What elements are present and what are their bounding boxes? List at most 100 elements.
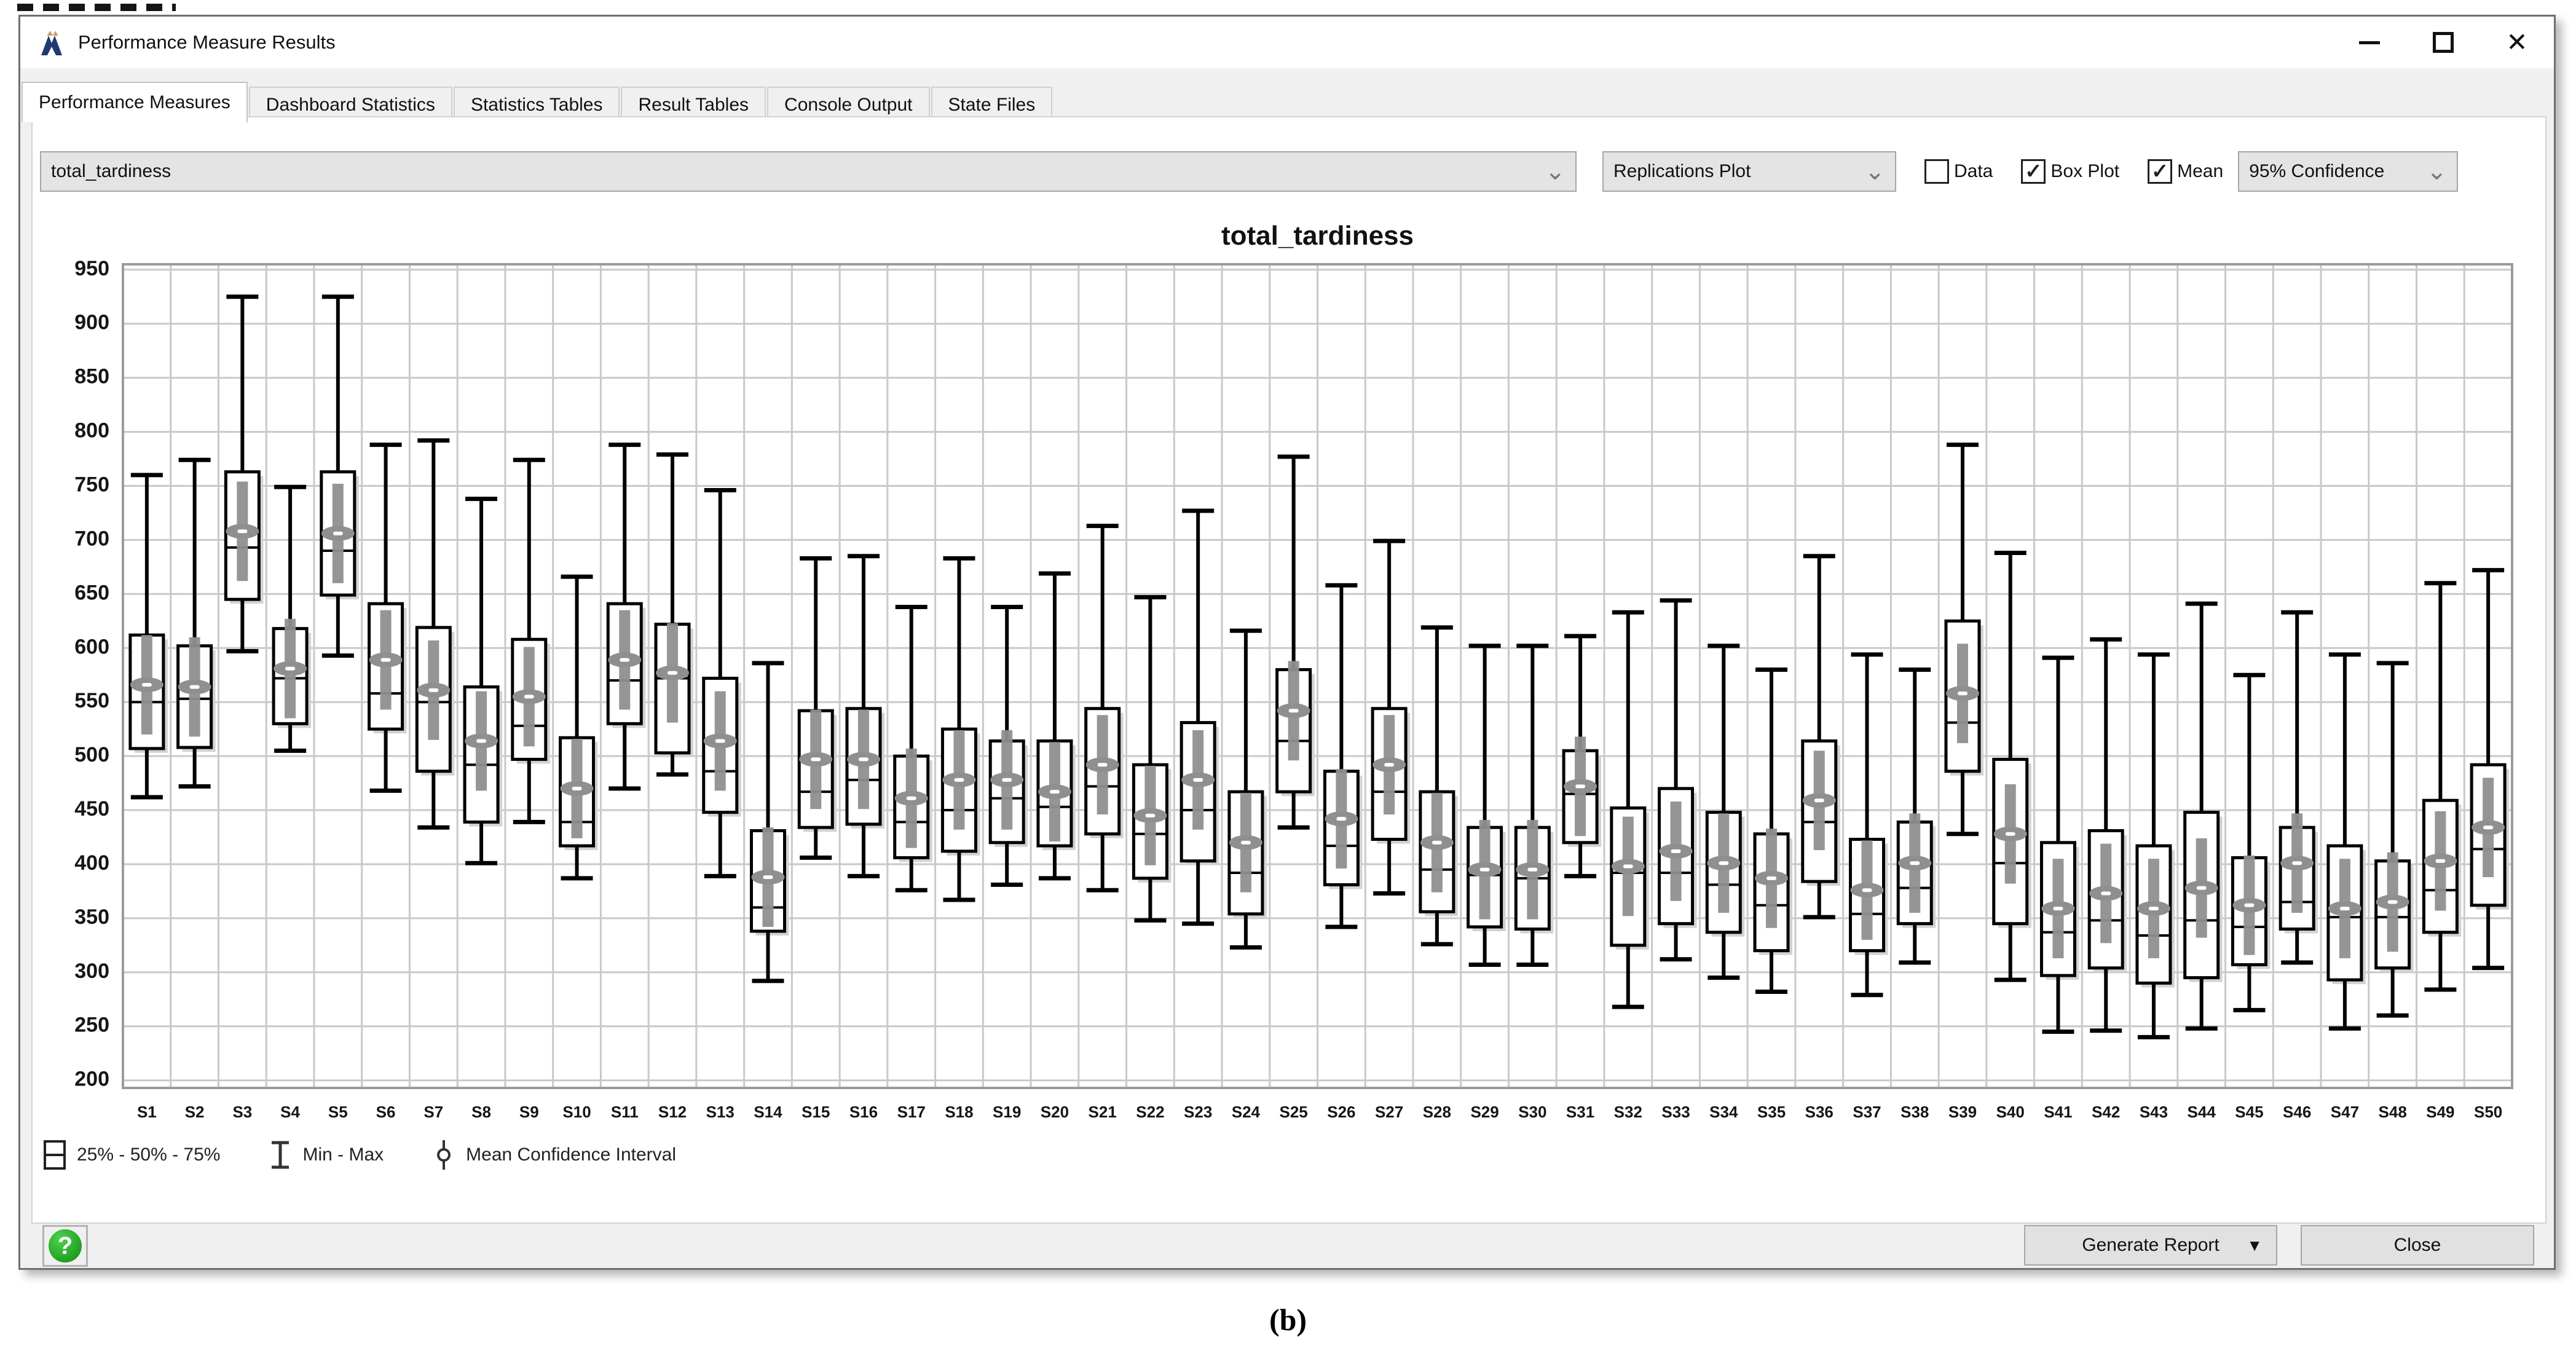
svg-text:S8: S8 <box>471 1103 491 1121</box>
svg-text:400: 400 <box>74 851 109 875</box>
svg-text:700: 700 <box>74 527 109 550</box>
measure-select[interactable]: total_tardiness ⌄ <box>40 151 1577 192</box>
svg-text:S30: S30 <box>1518 1103 1546 1121</box>
svg-text:S26: S26 <box>1327 1103 1355 1121</box>
close-icon: ✕ <box>2506 28 2528 57</box>
titlebar[interactable]: Performance Measure Results ✕ <box>20 17 2554 68</box>
svg-text:800: 800 <box>74 419 109 443</box>
svg-text:S49: S49 <box>2426 1103 2454 1121</box>
boxplot-chart: 200 250 300 350 400 450 500 550 600 650 700 750 800 8… <box>74 260 2513 1121</box>
svg-text:S23: S23 <box>1184 1103 1212 1121</box>
svg-text:S22: S22 <box>1136 1103 1164 1121</box>
dropdown-arrow-icon: ▼ <box>2247 1235 2263 1255</box>
svg-text:S4: S4 <box>280 1103 300 1121</box>
svg-text:S25: S25 <box>1279 1103 1307 1121</box>
tab-performance-measures[interactable]: Performance Measures <box>22 82 248 122</box>
checkbox-box: ✓ <box>2021 159 2046 184</box>
mean-checkbox[interactable]: ✓ Mean <box>2148 159 2223 184</box>
scan-artifact <box>17 4 176 11</box>
help-button[interactable]: ? <box>42 1225 88 1267</box>
close-window-button[interactable]: ✕ <box>2480 17 2554 68</box>
performance-measure-results-window: Performance Measure Results ✕ Performanc… <box>18 15 2556 1270</box>
svg-text:S24: S24 <box>1232 1103 1261 1121</box>
min-max-icon <box>272 1141 290 1169</box>
window-title: Performance Measure Results <box>78 31 336 53</box>
svg-text:S46: S46 <box>2283 1103 2311 1121</box>
svg-text:S37: S37 <box>1853 1103 1881 1121</box>
maximize-button[interactable] <box>2406 17 2480 68</box>
svg-text:S10: S10 <box>562 1103 591 1121</box>
plot-type-select[interactable]: Replications Plot ⌄ <box>1602 151 1896 192</box>
mean-ci-icon <box>437 1140 451 1170</box>
figure-caption: (b) <box>1269 1302 1307 1337</box>
svg-text:650: 650 <box>74 581 109 604</box>
svg-text:S42: S42 <box>2092 1103 2120 1121</box>
generate-report-button[interactable]: Generate Report ▼ <box>2024 1225 2277 1266</box>
confidence-select-value: 95% Confidence <box>2249 161 2385 181</box>
chevron-down-icon: ⌄ <box>2426 158 2448 185</box>
svg-text:450: 450 <box>74 797 109 821</box>
checkbox-box <box>1924 159 1949 184</box>
svg-text:200: 200 <box>74 1068 109 1091</box>
box-plot-checkbox[interactable]: ✓ Box Plot <box>2021 159 2119 184</box>
svg-text:S43: S43 <box>2140 1103 2168 1121</box>
svg-text:750: 750 <box>74 473 109 496</box>
svg-text:250: 250 <box>74 1014 109 1037</box>
minimize-icon <box>2359 41 2380 44</box>
svg-text:S19: S19 <box>993 1103 1021 1121</box>
svg-text:S20: S20 <box>1041 1103 1069 1121</box>
svg-text:S2: S2 <box>185 1103 205 1121</box>
svg-text:S50: S50 <box>2474 1103 2502 1121</box>
chart-title: total_tardiness <box>1221 221 1414 251</box>
svg-text:S40: S40 <box>1996 1103 2025 1121</box>
svg-text:S21: S21 <box>1089 1103 1117 1121</box>
minimize-button[interactable] <box>2333 17 2406 68</box>
svg-text:S17: S17 <box>897 1103 926 1121</box>
generate-report-label: Generate Report <box>2082 1235 2220 1255</box>
measure-select-value: total_tardiness <box>51 161 171 181</box>
checkbox-label: Data <box>1954 161 1993 181</box>
svg-text:S3: S3 <box>232 1103 252 1121</box>
legend-quartiles-label: 25% - 50% - 75% <box>77 1144 221 1165</box>
svg-text:S5: S5 <box>328 1103 348 1121</box>
svg-text:S38: S38 <box>1900 1103 1929 1121</box>
svg-text:S47: S47 <box>2331 1103 2359 1121</box>
quartile-box-icon <box>44 1140 66 1170</box>
chart-legend: 25% - 50% - 75% Min - Max Mean Confidenc… <box>42 1139 724 1171</box>
confidence-select[interactable]: 95% Confidence ⌄ <box>2238 151 2459 192</box>
svg-text:500: 500 <box>74 743 109 766</box>
svg-text:S6: S6 <box>376 1103 396 1121</box>
svg-text:S41: S41 <box>2044 1103 2072 1121</box>
svg-text:S13: S13 <box>706 1103 735 1121</box>
svg-text:S7: S7 <box>423 1103 443 1121</box>
close-button[interactable]: Close <box>2301 1225 2534 1266</box>
svg-text:S14: S14 <box>754 1103 782 1121</box>
plot-type-select-value: Replications Plot <box>1613 161 1751 181</box>
svg-text:S15: S15 <box>802 1103 830 1121</box>
svg-text:S1: S1 <box>137 1103 157 1121</box>
svg-text:S16: S16 <box>849 1103 878 1121</box>
svg-text:950: 950 <box>74 260 109 280</box>
checkbox-label: Box Plot <box>2050 161 2120 181</box>
close-button-label: Close <box>2393 1235 2441 1255</box>
checkbox-box: ✓ <box>2148 159 2173 184</box>
app-logo-icon <box>41 31 62 55</box>
svg-text:550: 550 <box>74 689 109 712</box>
footer-bar: ? Generate Report ▼ Close <box>20 1224 2554 1268</box>
svg-text:S29: S29 <box>1470 1103 1499 1121</box>
svg-text:850: 850 <box>74 365 109 388</box>
maximize-icon <box>2433 32 2454 53</box>
svg-text:S28: S28 <box>1423 1103 1451 1121</box>
svg-text:S18: S18 <box>945 1103 973 1121</box>
svg-text:S11: S11 <box>611 1103 639 1121</box>
performance-measures-panel: total_tardiness ⌄ Replications Plot ⌄ Da… <box>31 116 2546 1224</box>
data-checkbox[interactable]: Data <box>1924 159 1993 184</box>
legend-minmax-label: Min - Max <box>302 1144 384 1165</box>
svg-text:300: 300 <box>74 959 109 983</box>
svg-text:S32: S32 <box>1614 1103 1642 1121</box>
help-icon: ? <box>49 1229 82 1262</box>
svg-text:S12: S12 <box>658 1103 687 1121</box>
chart-controls: total_tardiness ⌄ Replications Plot ⌄ Da… <box>40 151 2540 192</box>
svg-text:S44: S44 <box>2188 1103 2216 1121</box>
svg-text:S33: S33 <box>1661 1103 1690 1121</box>
